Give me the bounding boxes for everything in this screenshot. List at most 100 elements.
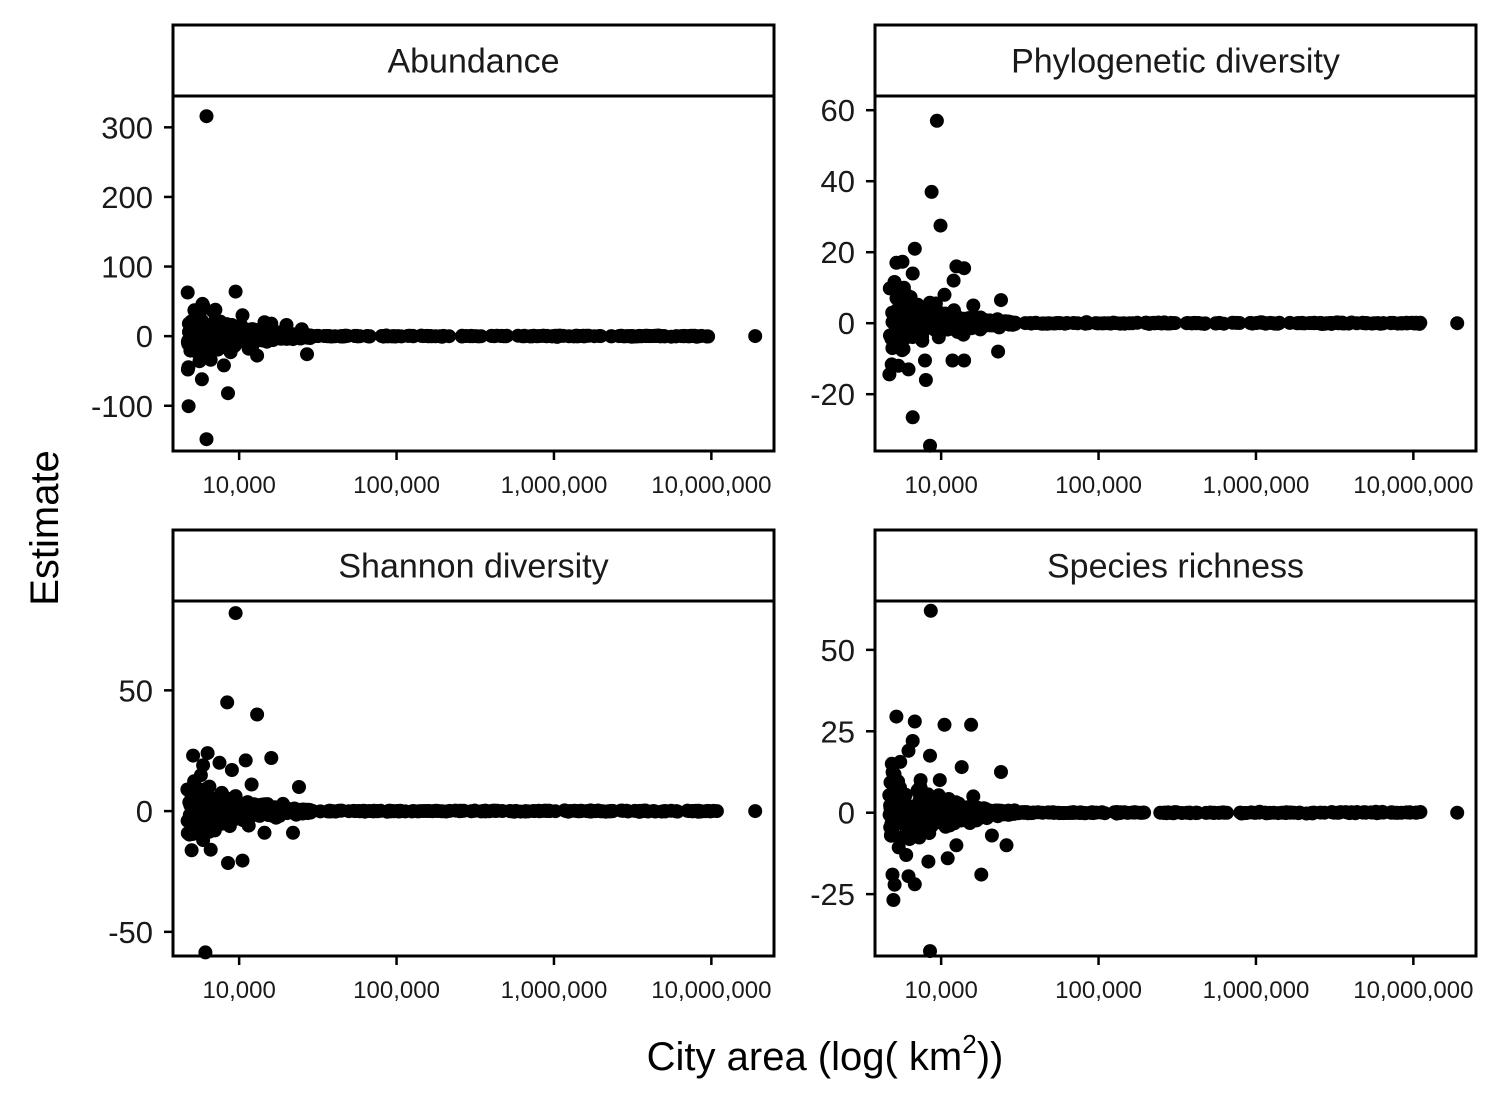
data-point [885,822,900,836]
data-point [235,308,250,323]
data-point [964,717,979,732]
data-point [893,833,908,848]
species-richness-ytick-label: -25 [810,877,855,912]
data-point [1383,805,1398,820]
data-point [681,804,696,819]
data-point [912,794,926,809]
data-point [1117,316,1132,331]
data-point [205,304,220,319]
data-point [1158,805,1173,820]
data-point [502,804,517,818]
data-point [183,813,198,828]
data-point [185,827,200,841]
data-point [181,399,196,414]
data-point [464,804,479,819]
data-point [699,329,714,344]
data-point [279,318,294,332]
data-point [257,825,272,840]
data-point [309,328,324,343]
data-point [1179,316,1194,331]
data-point [1013,805,1028,820]
data-point [203,352,218,367]
data-point [893,754,908,769]
data-point [264,316,279,331]
data-point [574,803,589,818]
shannon-diversity-plot-border [171,599,776,958]
data-point [422,804,437,818]
data-point [949,838,964,853]
data-point [1259,316,1274,331]
data-point [182,325,196,339]
data-point [669,804,684,819]
data-point [434,804,449,819]
data-point [1340,805,1355,820]
shannon-diversity-ytick-label: 0 [136,794,153,829]
abundance-ytick-label: 0 [136,319,153,354]
abundance-xtick-label: 1,000,000 [501,472,608,499]
data-point [932,773,947,788]
data-point [1383,316,1398,331]
data-point [681,329,696,344]
data-point [936,807,951,822]
panel-phylogenetic-diversity: Phylogenetic diversity -20 0 20 40 60 10,000 10… [810,23,1478,499]
data-point [1283,805,1298,820]
data-point [264,751,279,765]
data-point [912,309,927,324]
data-point [1094,805,1109,820]
data-point [1334,316,1349,331]
species-richness-xtick-label: 10,000 [904,977,977,1004]
data-point [913,773,928,788]
data-point [1008,316,1023,331]
data-point [1359,805,1373,820]
data-point [929,113,944,128]
data-point [748,329,763,344]
abundance-xtick-label: 100,000 [353,472,440,499]
data-point [957,353,972,368]
data-point [1138,315,1153,330]
data-point [194,372,209,387]
data-point [669,329,684,344]
data-point [328,804,343,819]
data-point [188,308,203,323]
data-point [1070,316,1085,331]
data-point [894,303,909,318]
data-point [1109,806,1124,821]
data-point [974,867,989,882]
data-point [887,877,902,892]
data-point [1059,316,1074,331]
data-point [1022,316,1037,331]
data-point [885,315,900,330]
phylogenetic-diversity-ytick-label: 0 [838,306,855,341]
data-point [990,315,1005,330]
data-point [241,818,256,833]
data-point [957,261,972,276]
data-point [238,753,253,768]
phylogenetic-diversity-ytick-label: -20 [810,377,855,412]
species-richness-ytick-label: 0 [838,796,855,831]
data-point [908,818,923,833]
data-point [918,373,933,387]
data-point [1450,805,1465,820]
data-point [380,329,395,344]
data-point [228,284,243,299]
data-point [348,804,363,819]
data-point [905,266,920,281]
data-point [199,109,214,124]
data-point [1371,805,1386,820]
data-point [386,804,401,819]
data-point [199,432,214,447]
data-point [885,341,900,356]
data-point [224,318,239,332]
abundance-ytick-label: -100 [91,389,153,424]
data-point [180,285,195,300]
data-point [251,801,266,816]
species-richness-strip-title: Species richness [1047,548,1304,586]
data-point [907,714,922,729]
data-point [954,760,969,775]
data-point [896,280,911,295]
data-point [416,329,431,344]
data-point [1304,805,1319,820]
data-point [235,853,250,868]
data-point [748,804,763,819]
